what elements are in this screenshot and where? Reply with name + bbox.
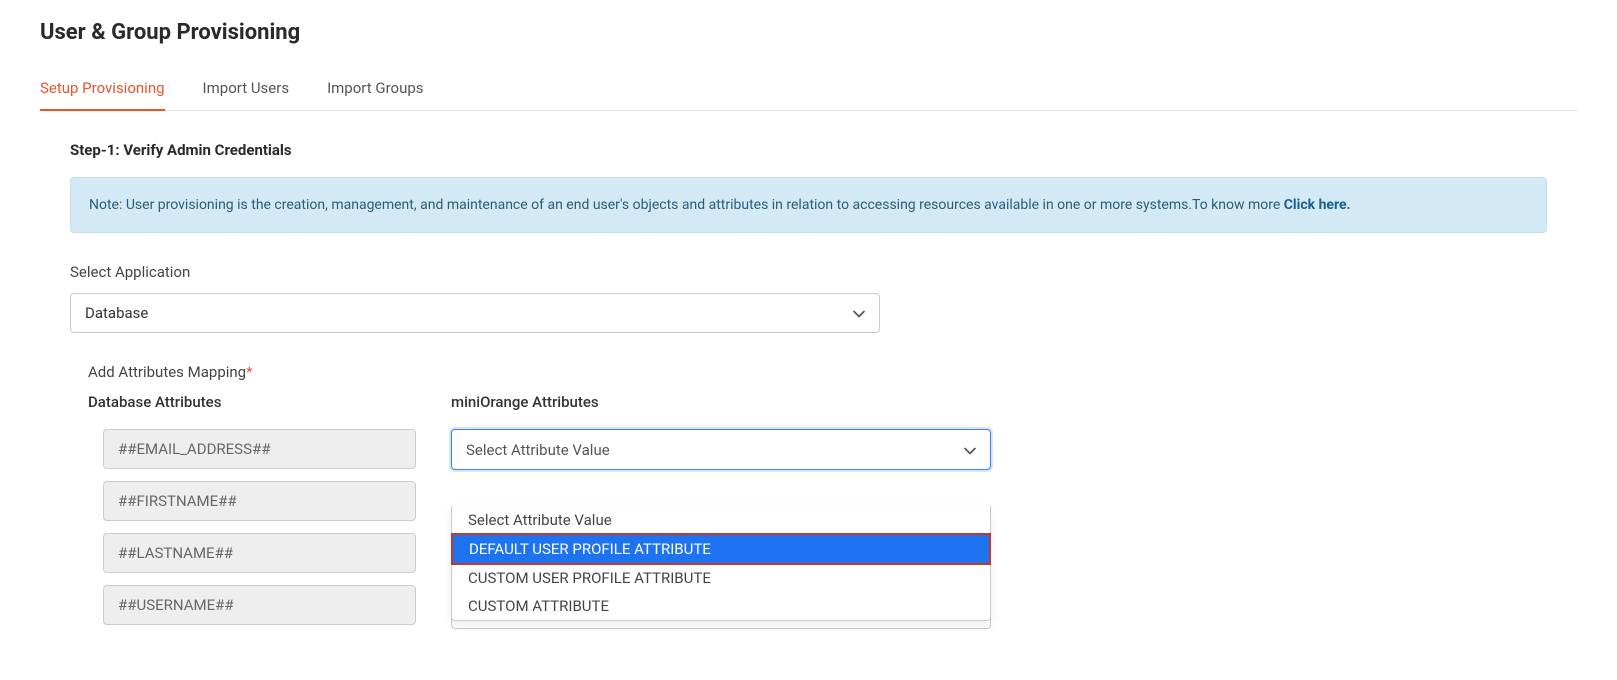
add-attributes-mapping-label: Add Attributes Mapping*	[88, 363, 1547, 381]
tab-import-groups[interactable]: Import Groups	[327, 67, 423, 111]
mo-attribute-select-value: Select Attribute Value	[466, 441, 610, 459]
db-attribute-input: ##USERNAME##	[103, 585, 416, 625]
tab-import-users[interactable]: Import Users	[203, 67, 290, 111]
chevron-down-icon	[853, 304, 865, 322]
info-note-text: Note: User provisioning is the creation,…	[89, 197, 1284, 213]
database-attributes-header: Database Attributes	[88, 393, 413, 411]
dropdown-option[interactable]: CUSTOM ATTRIBUTE	[452, 592, 990, 620]
db-attribute-input: ##FIRSTNAME##	[103, 481, 416, 521]
info-note: Note: User provisioning is the creation,…	[70, 177, 1547, 233]
step-title: Step-1: Verify Admin Credentials	[70, 141, 1547, 159]
mo-attribute-select-0[interactable]: Select Attribute Value	[451, 429, 991, 470]
dropdown-option-highlighted[interactable]: DEFAULT USER PROFILE ATTRIBUTE	[451, 533, 991, 565]
tabs-bar: Setup Provisioning Import Users Import G…	[40, 67, 1577, 111]
select-application-label: Select Application	[70, 263, 1547, 281]
db-attribute-input: ##LASTNAME##	[103, 533, 416, 573]
info-note-link[interactable]: Click here.	[1284, 197, 1351, 213]
dropdown-option[interactable]: Select Attribute Value	[452, 506, 990, 534]
tab-setup-provisioning[interactable]: Setup Provisioning	[40, 67, 165, 111]
select-application-value: Database	[85, 304, 148, 322]
miniorange-attributes-header: miniOrange Attributes	[451, 393, 991, 411]
chevron-down-icon	[964, 441, 976, 459]
select-application-dropdown[interactable]: Database	[70, 293, 880, 333]
db-attribute-input: ##EMAIL_ADDRESS##	[103, 429, 416, 469]
page-title: User & Group Provisioning	[40, 20, 1577, 45]
mo-attribute-dropdown-menu: Select Attribute Value DEFAULT USER PROF…	[451, 506, 991, 621]
dropdown-option[interactable]: CUSTOM USER PROFILE ATTRIBUTE	[452, 564, 990, 592]
